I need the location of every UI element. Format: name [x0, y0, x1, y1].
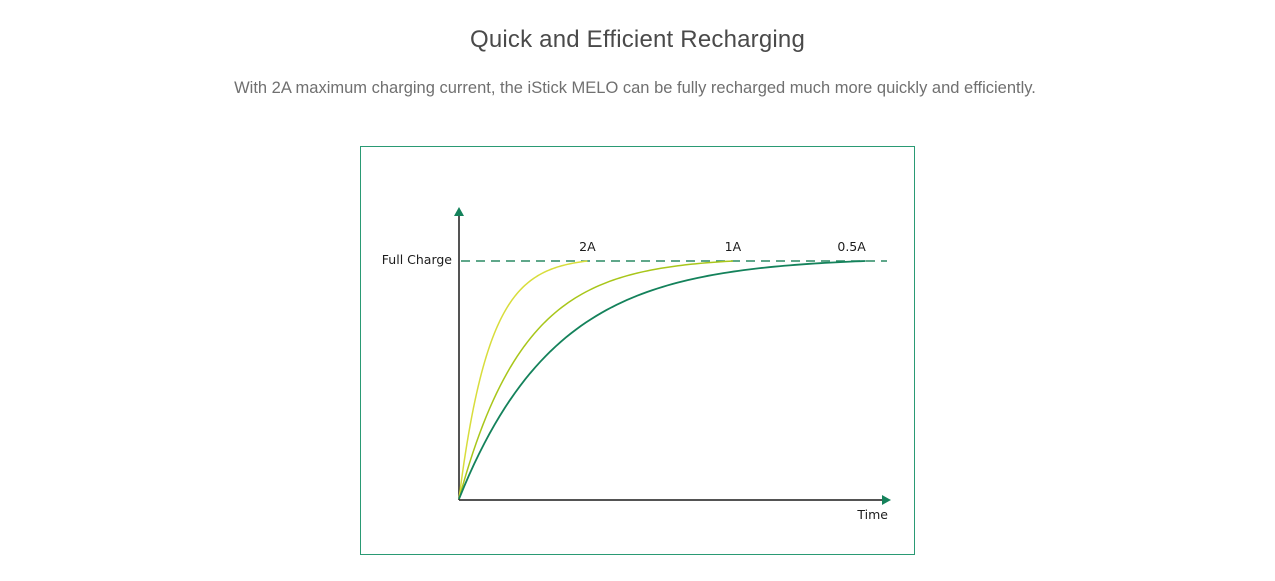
series-label-1A: 1A	[725, 239, 742, 254]
full-charge-label: Full Charge	[382, 252, 453, 267]
section-description: With 2A maximum charging current, the iS…	[234, 79, 1036, 97]
series-curve-0_5A	[458, 260, 866, 500]
section-title: Quick and Efficient Recharging	[469, 26, 806, 53]
x-axis-arrow-icon	[882, 495, 891, 505]
series-label-2A: 2A	[579, 239, 596, 254]
series-curve-1A	[458, 260, 733, 500]
series-label-0_5A: 0.5A	[837, 239, 866, 254]
y-axis-arrow-icon	[454, 207, 464, 216]
series-curve-2A	[458, 260, 588, 500]
chart-frame	[360, 146, 915, 555]
x-axis-label: Time	[856, 507, 888, 522]
